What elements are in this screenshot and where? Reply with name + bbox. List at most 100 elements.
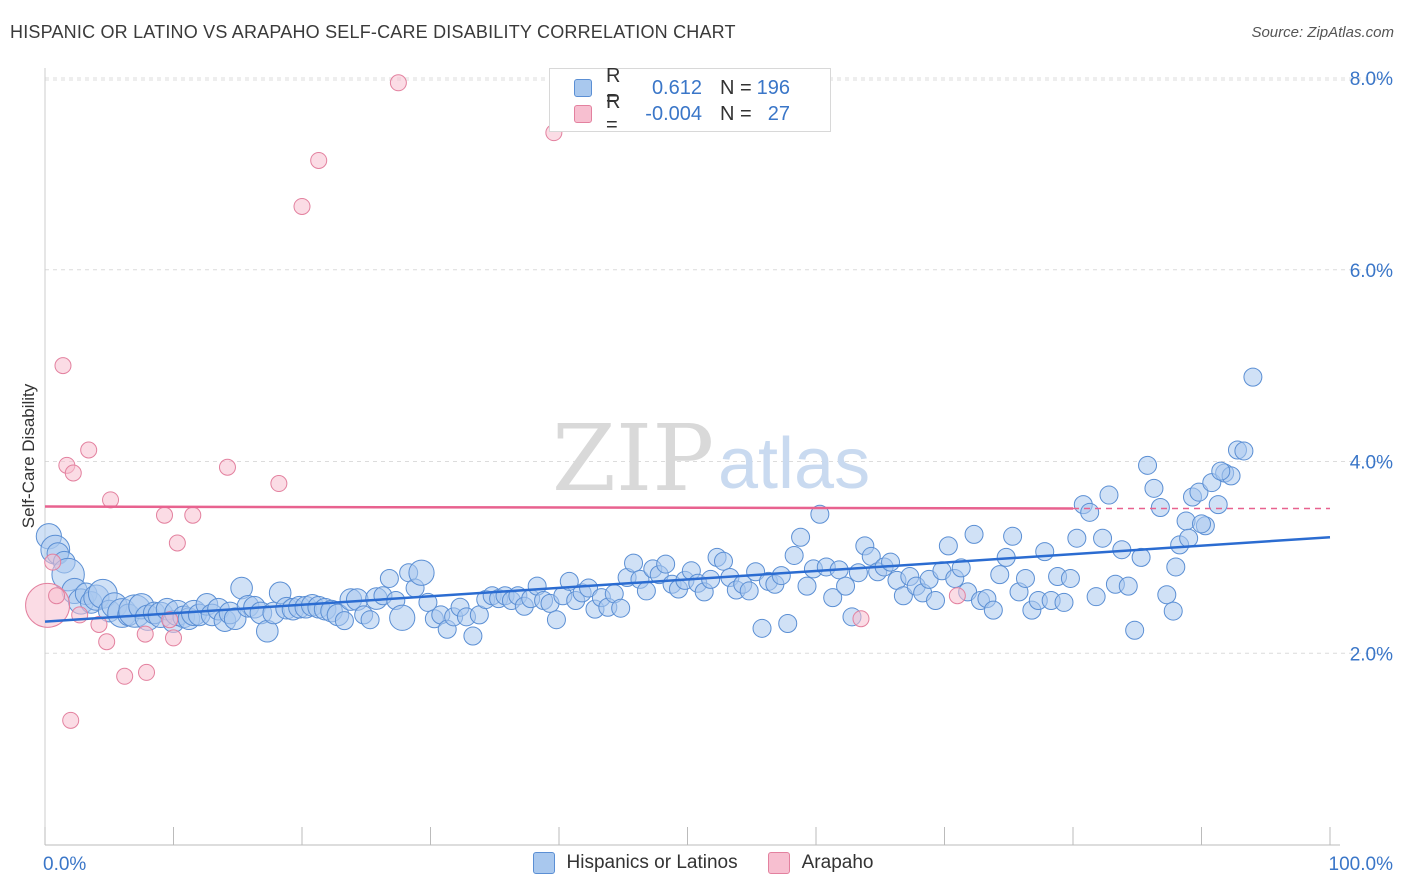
data-point-hispanic: [938, 536, 958, 556]
data-point-arapaho: [161, 611, 179, 629]
data-point-arapaho: [90, 615, 108, 633]
watermark-atlas: atlas: [718, 424, 870, 504]
data-point-hispanic: [1189, 482, 1209, 502]
data-point-hispanic: [1060, 568, 1080, 588]
source-label: Source: ZipAtlas.com: [1251, 24, 1394, 41]
data-point-hispanic: [1166, 557, 1186, 577]
y-tick-label: 6.0%: [1350, 261, 1393, 282]
data-point-hispanic: [1099, 485, 1119, 505]
correlation-legend: R = 0.612 N = 196 R = -0.004 N = 27: [549, 65, 831, 136]
legend-label-arapaho: Arapaho: [801, 852, 874, 873]
legend-swatch-arapaho: [767, 852, 790, 874]
data-point-hispanic: [797, 576, 817, 596]
data-point-arapaho: [168, 534, 186, 552]
data-point-hispanic: [1138, 455, 1158, 475]
data-point-hispanic: [990, 565, 1010, 585]
y-tick-labels: 2.0% 4.0% 6.0% 8.0%: [1350, 69, 1393, 665]
data-point-hispanic: [951, 558, 971, 578]
data-point-hispanic: [848, 563, 868, 583]
data-point-hispanic: [1157, 585, 1177, 605]
trend-line-arapaho: [44, 505, 1074, 510]
legend-swatch-arapaho: [574, 105, 592, 123]
data-point-hispanic: [771, 566, 791, 586]
data-point-arapaho: [852, 610, 870, 628]
data-point-hispanic: [379, 568, 399, 588]
data-point-hispanic: [1131, 547, 1151, 567]
legend-r-label: R =: [606, 65, 621, 110]
trend-line-hispanic: [44, 535, 1331, 623]
watermark-zip: ZIP: [552, 405, 714, 512]
data-point-hispanic: [1192, 514, 1211, 534]
data-point-arapaho: [44, 553, 62, 571]
data-point-arapaho: [48, 587, 66, 605]
data-point-hispanic: [389, 604, 416, 631]
data-point-arapaho: [116, 667, 134, 685]
data-point-hispanic: [1067, 528, 1087, 548]
data-point-hispanic: [926, 591, 946, 611]
data-point-hispanic: [1163, 601, 1183, 621]
data-point-hispanic: [1211, 461, 1231, 481]
data-point-arapaho: [310, 151, 328, 169]
series-legend: Hispanics or Latinos Arapaho: [0, 852, 1406, 874]
data-point-hispanic: [784, 545, 804, 565]
legend-n-label: N =: [720, 76, 752, 99]
data-point-arapaho: [184, 506, 202, 524]
data-point-hispanic: [624, 553, 644, 573]
x-tick-label: 0.0%: [43, 854, 86, 875]
data-point-arapaho: [270, 475, 288, 493]
data-point-hispanic: [360, 610, 380, 630]
data-point-arapaho: [80, 441, 98, 459]
legend-item-hispanic: Hispanics or Latinos: [532, 852, 738, 874]
data-point-hispanic: [1093, 528, 1113, 548]
trend-lines: [44, 505, 1331, 623]
data-point-arapaho: [98, 633, 116, 651]
data-point-hispanic: [964, 524, 984, 544]
data-point-hispanic: [1086, 587, 1106, 607]
data-point-hispanic: [810, 504, 830, 524]
x-tick-labels: 0.0% 100.0%: [43, 854, 1393, 875]
data-point-arapaho: [64, 464, 82, 482]
series-arapaho-points: [25, 74, 966, 729]
legend-row-hispanic: R = 0.612 N = 196: [574, 65, 790, 110]
data-point-hispanic: [1035, 542, 1055, 562]
data-point-hispanic: [334, 611, 354, 631]
data-point-hispanic: [713, 551, 733, 571]
y-tick-label: 8.0%: [1350, 69, 1393, 90]
legend-n-label: N =: [720, 102, 752, 125]
data-point-hispanic: [836, 576, 856, 596]
data-point-hispanic: [1243, 367, 1263, 387]
data-point-hispanic: [739, 581, 759, 601]
legend-label-hispanic: Hispanics or Latinos: [566, 852, 738, 873]
data-point-hispanic: [1176, 511, 1196, 531]
data-point-arapaho: [165, 629, 182, 647]
data-point-hispanic: [1150, 498, 1170, 518]
data-point-hispanic: [791, 527, 811, 547]
data-point-arapaho: [389, 74, 407, 92]
data-point-hispanic: [579, 578, 599, 598]
data-point-hispanic: [636, 581, 656, 601]
legend-r-value: 0.612: [651, 76, 702, 99]
data-point-hispanic: [463, 626, 483, 646]
legend-swatch-hispanic: [532, 852, 555, 874]
data-point-hispanic: [1179, 528, 1199, 548]
data-point-hispanic: [823, 588, 843, 608]
data-point-hispanic: [881, 552, 901, 572]
data-point-hispanic: [408, 559, 435, 586]
data-point-hispanic: [1080, 502, 1100, 522]
data-point-arapaho: [62, 711, 80, 729]
data-point-hispanic: [546, 610, 566, 630]
data-point-hispanic: [1144, 478, 1164, 498]
data-point-hispanic: [983, 600, 1003, 620]
data-point-hispanic: [1118, 576, 1138, 596]
data-point-arapaho: [948, 587, 966, 605]
data-point-arapaho: [218, 458, 236, 476]
data-point-arapaho: [293, 197, 311, 215]
chart-title: HISPANIC OR LATINO VS ARAPAHO SELF-CARE …: [10, 22, 736, 42]
legend-r-value: -0.004: [645, 102, 702, 125]
data-point-hispanic: [1125, 620, 1145, 640]
data-point-hispanic: [893, 586, 913, 606]
data-point-hispanic: [1234, 441, 1254, 461]
data-point-hispanic: [752, 618, 772, 638]
legend-swatch-hispanic: [574, 79, 592, 97]
